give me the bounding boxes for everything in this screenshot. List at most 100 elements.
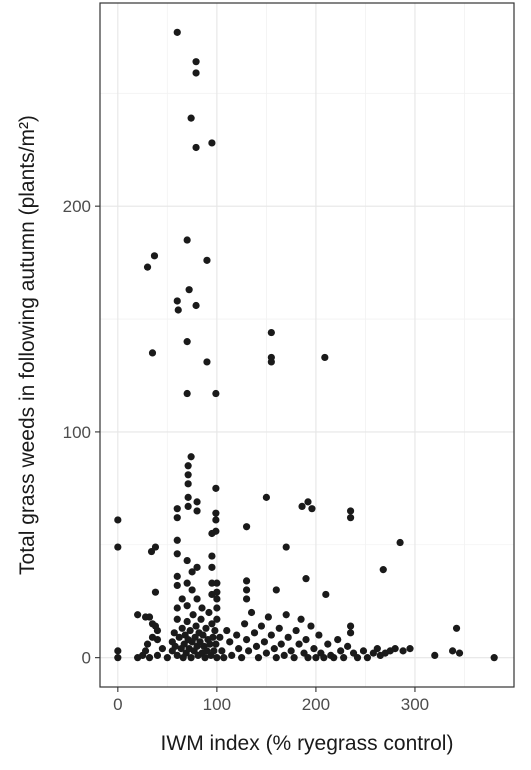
data-point — [346, 622, 355, 630]
data-point — [282, 543, 290, 551]
data-point — [206, 640, 214, 648]
data-point — [267, 631, 275, 639]
data-point — [173, 615, 181, 623]
data-point — [173, 514, 181, 522]
data-point — [396, 538, 404, 547]
data-point — [287, 647, 295, 655]
data-point — [228, 651, 236, 659]
data-point — [490, 654, 498, 662]
data-point — [213, 604, 221, 612]
data-point — [150, 252, 159, 260]
data-point — [188, 568, 196, 576]
data-point — [213, 579, 221, 587]
data-point — [321, 353, 329, 362]
data-point — [212, 509, 220, 517]
data-point — [188, 586, 196, 594]
data-point — [310, 645, 318, 653]
x-tick-label: 300 — [401, 695, 429, 714]
x-axis-title: IWM index (% ryegrass control) — [161, 732, 454, 755]
data-point — [272, 586, 280, 594]
data-point — [359, 647, 368, 655]
data-point — [202, 624, 210, 632]
data-point — [295, 640, 303, 648]
data-point — [114, 516, 122, 524]
data-point — [254, 654, 263, 662]
data-point — [260, 638, 269, 646]
data-point — [199, 631, 207, 639]
data-point — [212, 516, 220, 524]
data-point — [320, 654, 328, 662]
data-point — [308, 505, 316, 513]
data-point — [455, 649, 464, 657]
data-point — [250, 629, 259, 637]
data-point — [186, 626, 194, 635]
data-point — [346, 507, 355, 515]
x-tick-label: 100 — [203, 695, 231, 714]
data-point — [189, 611, 197, 619]
data-point — [211, 626, 219, 635]
data-point — [185, 286, 193, 294]
data-point — [193, 563, 201, 571]
data-point — [184, 462, 192, 470]
data-point — [406, 645, 414, 653]
data-point — [134, 611, 142, 619]
data-point — [212, 484, 220, 492]
data-point — [183, 389, 191, 398]
data-point — [134, 654, 142, 662]
axis-ticks: 0 100 200 300 0 100 200 — [63, 197, 430, 714]
data-point — [340, 654, 348, 662]
data-point — [212, 389, 220, 398]
data-point — [197, 615, 205, 623]
data-point — [346, 629, 355, 637]
data-point — [187, 453, 195, 461]
data-point — [174, 306, 182, 314]
data-point — [252, 642, 261, 650]
data-point — [187, 654, 195, 662]
data-point — [187, 114, 195, 122]
data-point — [213, 654, 221, 662]
data-point — [183, 556, 191, 565]
data-point — [220, 654, 228, 662]
data-point — [282, 611, 290, 619]
data-point — [238, 654, 246, 662]
data-point — [193, 498, 201, 506]
data-point — [148, 349, 157, 357]
data-point — [173, 297, 181, 305]
data-point — [242, 595, 251, 603]
data-point — [213, 595, 221, 603]
data-point — [302, 575, 310, 583]
y-tick-label: 200 — [63, 197, 91, 216]
data-point — [379, 566, 387, 574]
data-point — [170, 629, 178, 637]
data-point — [192, 69, 200, 77]
plot-border — [99, 2, 515, 688]
data-point — [391, 645, 399, 653]
data-point — [241, 620, 249, 628]
data-point — [337, 647, 345, 655]
data-point — [173, 572, 181, 580]
data-point — [203, 256, 211, 264]
data-point — [242, 523, 251, 531]
data-point — [244, 647, 253, 655]
data-point — [145, 613, 154, 621]
data-point — [242, 586, 251, 594]
data-point — [272, 654, 280, 662]
data-point — [330, 654, 338, 662]
data-point — [324, 640, 332, 648]
y-tick-label: 100 — [63, 423, 91, 442]
data-point — [452, 624, 461, 632]
data-point — [192, 58, 200, 66]
data-point — [304, 654, 312, 662]
data-point — [322, 590, 330, 599]
data-point — [183, 579, 191, 587]
data-point — [209, 633, 217, 641]
data-point — [208, 620, 216, 628]
data-point — [290, 654, 298, 662]
data-point — [178, 624, 186, 632]
data-point — [193, 507, 201, 515]
data-point — [242, 635, 251, 644]
data-point — [184, 471, 192, 479]
y-tick-label: 0 — [82, 649, 91, 668]
data-point — [173, 28, 181, 36]
